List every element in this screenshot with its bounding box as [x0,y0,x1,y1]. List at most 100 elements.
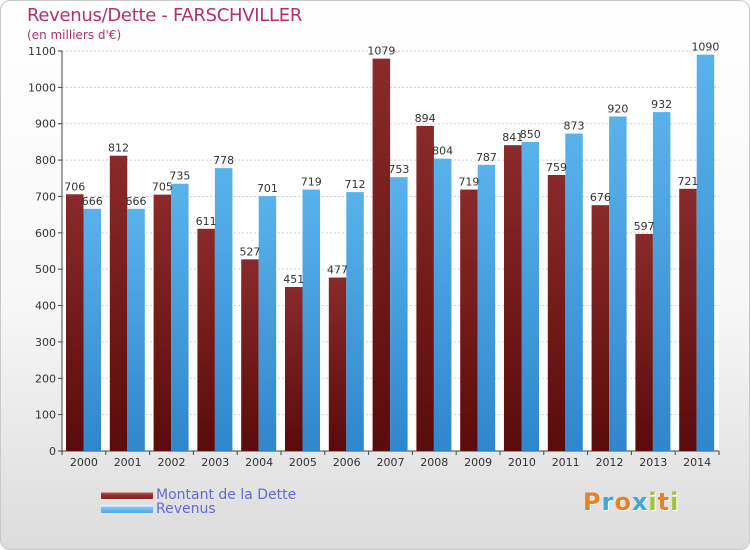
x-tick-label: 2009 [464,456,492,469]
bar-revenus [302,189,320,451]
logo-letter: x [631,488,649,516]
bar-revenus [477,164,496,451]
data-label-dette: 597 [634,220,655,233]
data-label-revenus: 735 [169,170,190,183]
logo-letter: o [614,488,632,516]
y-tick-label: 900 [35,118,56,131]
bar-revenus [127,208,145,451]
bar-dette [285,287,303,451]
data-label-revenus: 701 [257,182,278,195]
data-label-dette: 705 [152,181,173,194]
x-tick-label: 2000 [70,456,98,469]
data-label-revenus: 712 [345,178,366,191]
data-label-revenus: 920 [607,102,628,115]
logo-letter: r [601,488,615,516]
chart-subtitle: (en milliers d'€) [27,28,122,42]
y-tick-label: 1000 [28,81,56,94]
bar-dette [460,189,478,451]
data-label-dette: 1079 [367,45,395,58]
data-label-revenus: 850 [520,128,541,141]
bar-dette [153,194,172,452]
x-tick-label: 2014 [683,456,711,469]
y-tick-label: 1100 [28,45,56,58]
legend-label-dette: Montant de la Dette [156,487,297,503]
data-label-dette: 719 [458,176,479,189]
data-label-dette: 721 [677,175,698,188]
y-tick-label: 0 [49,445,56,458]
legend-item-dette: Montant de la Dette [101,487,296,503]
logo-letter: t [657,488,671,516]
y-tick-label: 500 [35,263,56,276]
bar-revenus [258,196,277,451]
bar-revenus [214,168,233,451]
bar-revenus [83,208,101,451]
bar-revenus [565,133,583,451]
bar-dette [328,277,347,451]
bar-dette [66,194,84,452]
data-label-dette: 894 [415,112,436,125]
x-tick-label: 2002 [158,456,186,469]
bar-dette [197,228,215,451]
x-tick-label: 2006 [333,456,361,469]
legend-swatch-revenus [101,505,153,513]
legend-swatch-dette [101,491,153,499]
logo-letter: i [670,488,680,516]
chart-title: Revenus/Dette - FARSCHVILLER [27,5,303,26]
bar-revenus [171,183,189,451]
bar-dette [109,155,128,451]
bar-dette [241,259,259,451]
data-label-revenus: 666 [126,195,147,208]
bar-revenus [346,192,364,451]
bar-revenus [433,158,452,452]
legend-item-revenus: Revenus [101,501,216,517]
x-tick-label: 2005 [289,456,317,469]
x-tick-label: 2008 [420,456,448,469]
x-tick-label: 2013 [639,456,667,469]
x-tick-label: 2001 [114,456,142,469]
data-label-revenus: 1090 [691,41,719,54]
bar-dette [679,188,697,451]
bar-dette [504,145,522,451]
bar-revenus [521,141,539,451]
logo-letter: i [648,488,658,516]
data-label-dette: 706 [64,180,85,193]
bar-revenus [652,112,671,451]
y-tick-label: 700 [35,190,56,203]
y-tick-label: 200 [35,372,56,385]
bar-dette [416,125,434,451]
data-label-dette: 812 [108,142,129,155]
y-tick-label: 100 [35,409,56,422]
logo-letter: P [583,488,602,516]
data-label-revenus: 932 [651,98,672,111]
bar-dette [591,205,610,451]
x-tick-label: 2004 [245,456,273,469]
x-tick-label: 2003 [201,456,229,469]
data-label-revenus: 778 [213,154,234,167]
data-label-revenus: 753 [388,163,409,176]
data-label-dette: 841 [502,131,523,144]
bar-dette [635,233,653,451]
bar-revenus [696,54,715,452]
y-tick-label: 400 [35,300,56,313]
x-tick-label: 2010 [508,456,536,469]
data-label-dette: 676 [590,191,611,204]
legend-label-revenus: Revenus [156,501,216,517]
x-tick-label: 2012 [596,456,624,469]
bar-revenus [390,177,408,451]
bar-revenus [609,116,627,452]
data-label-dette: 451 [283,273,304,286]
y-tick-label: 300 [35,336,56,349]
bar-dette [547,175,566,451]
data-label-revenus: 666 [82,195,103,208]
data-label-revenus: 804 [432,145,453,158]
x-tick-label: 2007 [377,456,405,469]
data-label-dette: 527 [239,245,260,258]
data-label-revenus: 787 [476,151,497,164]
data-label-dette: 611 [196,215,217,228]
x-tick-label: 2011 [552,456,580,469]
data-label-dette: 477 [327,264,348,277]
y-tick-label: 800 [35,154,56,167]
data-label-revenus: 873 [564,120,585,133]
